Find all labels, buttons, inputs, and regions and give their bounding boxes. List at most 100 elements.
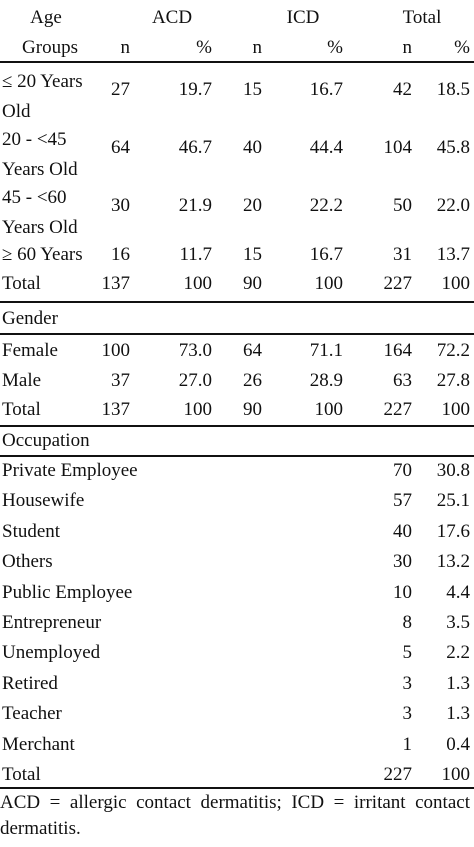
header-sub-pct: % <box>327 37 343 58</box>
table-cell: 30.8 <box>436 460 470 481</box>
occupation-row-label: Merchant <box>2 734 75 755</box>
table-cell: 27 <box>111 79 130 100</box>
table-cell: 2.2 <box>446 642 470 663</box>
table-cell: 16.7 <box>309 79 343 100</box>
table-cell: 100 <box>441 273 471 294</box>
header-sub-pct: % <box>454 37 470 58</box>
header-group-icd: ICD <box>286 7 320 28</box>
header-age-line-2: Groups <box>22 37 78 58</box>
table-cell: 45.8 <box>436 137 470 158</box>
occupation-row-label: Total <box>2 764 41 785</box>
table-cell: 17.6 <box>436 521 470 542</box>
table-cell: 1 <box>402 734 413 755</box>
section-title-gender: Gender <box>2 308 58 329</box>
table-cell: 100 <box>101 340 131 361</box>
gender-row-label: Female <box>2 340 58 361</box>
section-rule-gender <box>0 425 474 427</box>
table-bottom-rule <box>0 787 474 789</box>
table-cell: 10 <box>393 582 412 603</box>
table-cell: 100 <box>183 273 213 294</box>
header-sub-n: n <box>120 37 131 58</box>
table-cell: 71.1 <box>309 340 343 361</box>
table-cell: 5 <box>402 642 413 663</box>
occupation-row-label: Others <box>2 551 53 572</box>
table-cell: 44.4 <box>309 137 343 158</box>
occupation-row-label: Student <box>2 521 61 542</box>
table-cell: 100 <box>314 399 344 420</box>
table-cell: 137 <box>101 273 131 294</box>
table-cell: 15 <box>243 79 262 100</box>
table-cell: 13.7 <box>436 244 470 265</box>
table-cell: 64 <box>111 137 130 158</box>
table-cell: 64 <box>243 340 262 361</box>
table-cell: 3 <box>402 673 413 694</box>
occupation-row-label: Retired <box>2 673 58 694</box>
header-sub-pct: % <box>196 37 212 58</box>
occupation-row-label: Teacher <box>2 703 62 724</box>
table-cell: 164 <box>383 340 413 361</box>
table-cell: 22.0 <box>436 195 470 216</box>
gender-row-label: Male <box>2 370 42 391</box>
header-age-line-1: Age <box>30 7 62 28</box>
age-row-label-line-2: Years Old <box>2 159 78 180</box>
table-cell: 19.7 <box>178 79 212 100</box>
age-row-label: Total <box>2 273 41 294</box>
occupation-row-label: Entrepreneur <box>2 612 102 633</box>
age-row-label-line-1: 45 - <60 <box>2 187 67 208</box>
table-cell: 25.1 <box>436 490 470 511</box>
table-cell: 227 <box>383 399 413 420</box>
table-cell: 20 <box>243 195 262 216</box>
table-cell: 27.8 <box>436 370 470 391</box>
table-cell: 100 <box>441 764 471 785</box>
table-cell: 0.4 <box>446 734 470 755</box>
table-cell: 137 <box>101 399 131 420</box>
table-cell: 18.5 <box>436 79 470 100</box>
header-sub-n: n <box>252 37 263 58</box>
age-row-label-line-2: Years Old <box>2 217 78 238</box>
table-cell: 70 <box>393 460 412 481</box>
table-cell: 13.2 <box>436 551 470 572</box>
occupation-row-label: Housewife <box>2 490 85 511</box>
table-cell: 90 <box>243 399 262 420</box>
header-rule <box>0 61 474 63</box>
table-cell: 90 <box>243 273 262 294</box>
header-group-acd: ACD <box>151 7 193 28</box>
table-cell: 50 <box>393 195 412 216</box>
section-title-occupation: Occupation <box>2 430 90 451</box>
table-cell: 100 <box>183 399 213 420</box>
table-footnote: ACD = allergic contact dermatitis; ICD =… <box>0 792 470 839</box>
header-sub-n: n <box>402 37 413 58</box>
occupation-title-rule <box>0 455 474 457</box>
age-row-label-line-1: 20 - <45 <box>2 129 67 150</box>
table-cell: 15 <box>243 244 262 265</box>
table-cell: 104 <box>383 137 413 158</box>
table-cell: 100 <box>441 399 471 420</box>
table-cell: 30 <box>111 195 130 216</box>
table-cell: 72.2 <box>436 340 470 361</box>
table-cell: 100 <box>314 273 344 294</box>
table-cell: 26 <box>243 370 262 391</box>
table-cell: 40 <box>243 137 262 158</box>
table-cell: 30 <box>393 551 412 572</box>
section-rule-age <box>0 301 474 303</box>
table-cell: 21.9 <box>178 195 212 216</box>
age-row-label: ≥ 60 Years <box>2 244 83 265</box>
header-group-total: Total <box>402 7 442 28</box>
table-cell: 1.3 <box>446 703 470 724</box>
gender-title-rule <box>0 333 474 335</box>
table-cell: 22.2 <box>309 195 343 216</box>
table-cell: 11.7 <box>179 244 212 265</box>
table-cell: 3 <box>402 703 413 724</box>
occupation-row-label: Unemployed <box>2 642 101 663</box>
table-cell: 8 <box>402 612 413 633</box>
table-cell: 46.7 <box>178 137 212 158</box>
table-cell: 73.0 <box>178 340 212 361</box>
table-cell: 27.0 <box>178 370 212 391</box>
gender-row-label: Total <box>2 399 41 420</box>
table-cell: 37 <box>111 370 130 391</box>
table-cell: 57 <box>393 490 412 511</box>
table-cell: 4.4 <box>446 582 470 603</box>
table-cell: 63 <box>393 370 412 391</box>
occupation-row-label: Private Employee <box>2 460 138 481</box>
table-cell: 16.7 <box>309 244 343 265</box>
